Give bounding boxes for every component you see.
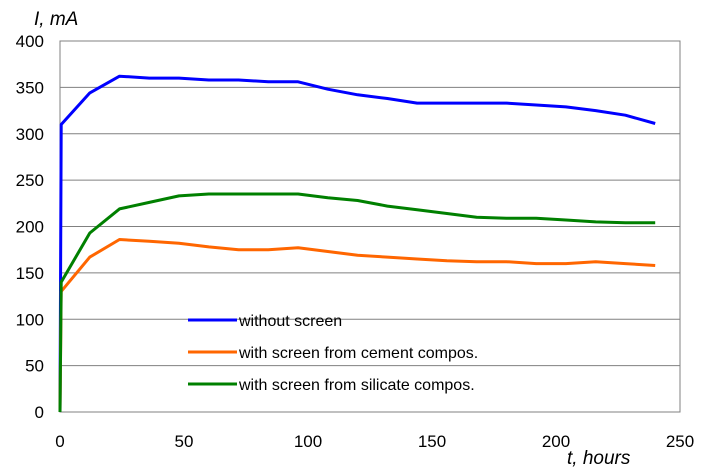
x-tick-label: 150 <box>418 432 446 451</box>
y-axis-title: I, mA <box>34 9 78 30</box>
x-axis-ticks: 0 50 100 150 200 250 <box>55 432 694 451</box>
legend: without screen with screen from cement co… <box>188 313 478 394</box>
y-tick-label: 100 <box>16 310 44 329</box>
y-tick-label: 200 <box>16 218 44 237</box>
legend-label: without screen <box>238 313 342 330</box>
series-line-without-screen <box>58 74 656 413</box>
x-tick-label: 0 <box>55 432 64 451</box>
y-axis-ticks: 0 50 100 150 200 250 300 350 400 <box>16 32 44 422</box>
series-line-with-screen-from-silicate-compos <box>58 192 656 413</box>
gridlines <box>60 86 680 367</box>
y-tick-label: 400 <box>16 32 44 51</box>
y-tick-label: 50 <box>25 357 44 376</box>
x-axis-title: t, hours <box>567 448 631 469</box>
y-tick-label: 0 <box>35 403 44 422</box>
x-tick-label: 200 <box>542 432 570 451</box>
y-tick-label: 300 <box>16 125 44 144</box>
legend-label: with screen from cement compos. <box>238 345 478 362</box>
series-lines <box>58 74 656 413</box>
legend-label: with screen from silicate compos. <box>238 377 475 394</box>
y-tick-label: 350 <box>16 78 44 97</box>
x-tick-label: 50 <box>175 432 194 451</box>
series-line-with-screen-from-cement-compos <box>58 238 656 413</box>
x-tick-label: 100 <box>294 432 322 451</box>
x-tick-label: 250 <box>666 432 694 451</box>
y-tick-label: 150 <box>16 264 44 283</box>
y-tick-label: 250 <box>16 171 44 190</box>
